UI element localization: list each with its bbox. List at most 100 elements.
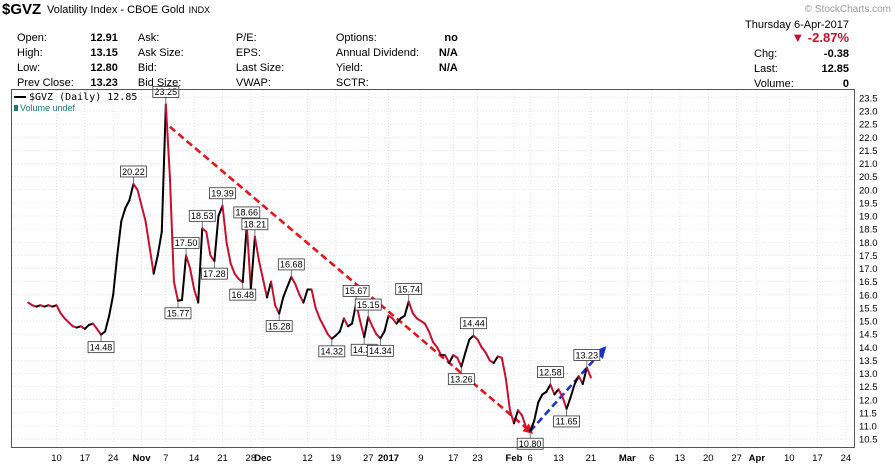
data-label-box xyxy=(516,437,544,450)
symbol: $GVZ xyxy=(2,1,42,18)
data-label: 14.48 xyxy=(87,334,115,354)
volume-value: 0 xyxy=(842,78,849,90)
x-tick-label: 27 xyxy=(731,453,742,464)
price-segment xyxy=(266,280,273,299)
index-tag: INDX xyxy=(188,5,211,15)
data-label: 10.80 xyxy=(516,431,544,450)
y-tick-label: 18.0 xyxy=(859,238,878,249)
price-segment xyxy=(278,296,285,315)
price-segment xyxy=(359,320,366,339)
price-segment xyxy=(205,230,212,257)
y-tick-label: 22.5 xyxy=(859,120,878,131)
data-label-text: 14.38 xyxy=(353,345,376,355)
x-tick-label: 23 xyxy=(472,453,483,464)
price-segment xyxy=(476,338,483,349)
x-tick-label: 28 xyxy=(246,453,257,464)
x-tick-label: 14 xyxy=(189,453,200,464)
data-label: 18.53 xyxy=(188,209,216,229)
x-tick-label: Feb xyxy=(506,453,523,464)
data-label: 16.48 xyxy=(229,282,257,301)
volume-legend-text: Volume undef xyxy=(20,103,76,113)
data-label-box xyxy=(354,298,382,311)
data-label: 14.34 xyxy=(366,338,394,357)
data-label-box xyxy=(120,165,147,178)
price-segment xyxy=(480,346,487,354)
price-segment xyxy=(403,300,410,317)
price-segment xyxy=(197,227,204,304)
data-label-text: 14.44 xyxy=(462,319,485,329)
x-tick-label: 24 xyxy=(108,453,119,464)
data-label: 15.77 xyxy=(164,300,192,320)
price-segment xyxy=(517,409,524,417)
price-segment xyxy=(152,254,159,275)
dividend-label: Annual Dividend: xyxy=(335,47,420,59)
data-label: 14.44 xyxy=(460,317,487,336)
x-tick-label: 7 xyxy=(163,453,168,464)
data-label-text: 15.15 xyxy=(357,300,380,310)
price-segment xyxy=(529,419,536,433)
price-segment xyxy=(338,317,345,333)
data-label: 12.58 xyxy=(536,366,564,385)
x-tick-label: 21 xyxy=(586,453,597,464)
x-tick-label: Apr xyxy=(749,453,766,464)
x-tick-label: 19 xyxy=(331,453,342,464)
last-value: 12.85 xyxy=(821,63,849,75)
description-text: Volatility Index - CBOE Gold xyxy=(47,4,185,16)
price-segment xyxy=(245,223,252,291)
x-tick-label: Dec xyxy=(254,453,271,464)
legend-swatch xyxy=(14,96,26,98)
price-segment xyxy=(500,356,507,380)
high-value: 13.15 xyxy=(90,47,118,59)
price-segment xyxy=(253,235,260,262)
y-tick-label: 12.5 xyxy=(859,382,878,393)
price-segment xyxy=(221,204,228,244)
x-tick-label: Mar xyxy=(619,453,636,464)
data-label: 17.50 xyxy=(172,236,200,256)
price-segment xyxy=(432,341,439,349)
last-size-label: Last Size: xyxy=(235,62,285,74)
y-tick-label: 17.0 xyxy=(859,264,878,275)
price-segment xyxy=(160,103,167,233)
data-label-box xyxy=(318,345,346,358)
data-label-box xyxy=(233,206,261,219)
data-label-text: 15.74 xyxy=(397,284,420,294)
data-label-text: 19.39 xyxy=(211,189,234,199)
price-segment xyxy=(261,278,269,299)
x-tick-label: 24 xyxy=(841,453,852,464)
data-label-text: 15.67 xyxy=(345,286,368,296)
price-segment xyxy=(318,317,325,328)
x-tick-label: 27 xyxy=(363,453,374,464)
price-segment xyxy=(342,317,349,328)
price-segment xyxy=(59,312,66,320)
price-segment xyxy=(112,254,119,296)
price-segment xyxy=(172,280,179,302)
data-label-text: 16.48 xyxy=(231,290,254,300)
price-segment xyxy=(314,306,321,320)
data-label-text: 18.66 xyxy=(236,208,259,218)
stockcharts-logo[interactable]: © StockCharts.com xyxy=(804,4,891,15)
pe-label: P/E: xyxy=(235,32,257,44)
plot-frame xyxy=(11,89,855,448)
data-label: 20.22 xyxy=(120,165,147,184)
y-tick-label: 21.5 xyxy=(859,146,878,157)
x-tick-label: 10 xyxy=(51,453,62,464)
x-tick-label: 9 xyxy=(418,453,423,464)
data-label-box xyxy=(241,218,269,231)
price-segment xyxy=(492,355,499,364)
price-segment xyxy=(168,175,175,283)
x-tick-label: 17 xyxy=(80,453,91,464)
y-tick-label: 13.5 xyxy=(859,356,878,367)
volume-swatch xyxy=(14,105,18,111)
open-label: Open: xyxy=(17,32,47,44)
price-segment xyxy=(104,314,111,333)
dividend-value: N/A xyxy=(438,47,458,59)
price-segment xyxy=(294,283,301,296)
ask-size-label: Ask Size: xyxy=(137,47,184,59)
data-label-text: 17.50 xyxy=(175,238,198,248)
y-tick-label: 11.0 xyxy=(859,422,877,433)
data-label-box xyxy=(152,86,180,98)
price-segment xyxy=(427,330,434,343)
price-segment xyxy=(185,254,192,270)
price-segment xyxy=(241,223,248,284)
